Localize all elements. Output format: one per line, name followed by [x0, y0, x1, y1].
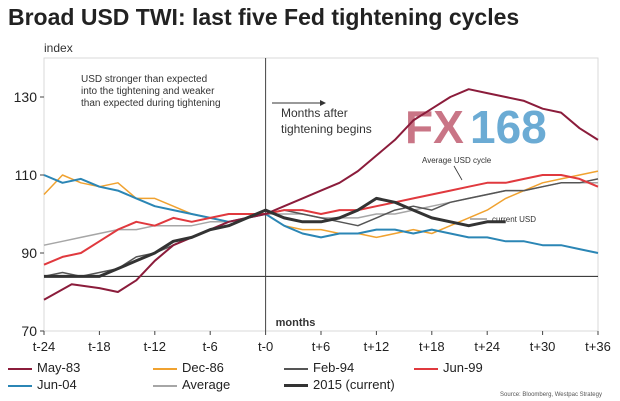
- legend-item: 2015 (current): [284, 377, 395, 392]
- annotation-usd-stronger: than expected during tightening: [81, 98, 221, 109]
- y-axis-title: index: [44, 41, 73, 55]
- series-line-may-83: [43, 88, 599, 301]
- legend-item: Average: [153, 377, 230, 392]
- legend-label: 2015 (current): [313, 377, 395, 392]
- series-line-jun-99: [43, 174, 599, 266]
- y-tick-label: 90: [21, 245, 37, 261]
- legend-label: Dec-86: [182, 360, 224, 375]
- legend-label: May-83: [37, 360, 81, 375]
- annotation-current-usd: current USD: [492, 215, 536, 224]
- x-tick-label: t+18: [419, 339, 445, 354]
- legend-label: Average: [182, 377, 231, 392]
- y-tick-label: 70: [21, 323, 37, 339]
- legend-label: Jun-99: [443, 360, 483, 375]
- legend-swatch: [8, 384, 32, 387]
- annotation-backdrop: [75, 68, 247, 116]
- x-tick-label: t+30: [530, 339, 556, 354]
- legend-swatch: [8, 367, 32, 370]
- series-line-feb-94: [43, 178, 599, 278]
- x-tick-label: t-24: [33, 339, 55, 354]
- x-axis-title: months: [276, 317, 316, 329]
- watermark-fx: FX: [405, 101, 464, 153]
- x-tick-label: t-18: [88, 339, 110, 354]
- x-tick-label: t+6: [312, 339, 330, 354]
- annotation-usd-stronger: into the tightening and weaker: [81, 86, 215, 97]
- y-tick-label: 110: [15, 167, 38, 183]
- x-tick-label: t+12: [364, 339, 390, 354]
- annotation-months-after: Months after: [281, 106, 348, 120]
- legend-label: Jun-04: [37, 377, 77, 392]
- legend-item: Jun-04: [8, 377, 77, 392]
- legend-swatch: [284, 384, 308, 388]
- legend-swatch: [153, 367, 177, 370]
- source-note: Source: Bloomberg, Westpac Strategy: [500, 392, 602, 398]
- chart-title: Broad USD TWI: last five Fed tightening …: [8, 4, 520, 30]
- legend-label: Feb-94: [313, 360, 355, 375]
- months-after-arrowhead: [320, 100, 326, 106]
- x-tick-label: t+36: [585, 339, 611, 354]
- x-tick-label: t-6: [203, 339, 218, 354]
- series-line-jun-04: [43, 174, 599, 254]
- annotation-average-cycle: Average USD cycle: [422, 156, 492, 165]
- watermark-168: 168: [470, 101, 547, 153]
- legend-item: Jun-99: [414, 360, 483, 375]
- x-tick-label: t-0: [258, 339, 273, 354]
- annotation-months-after: tightening begins: [281, 122, 372, 136]
- legend-item: Dec-86: [153, 360, 224, 375]
- legend-item: Feb-94: [284, 360, 354, 375]
- x-tick-label: t+24: [474, 339, 500, 354]
- average-cycle-pointer: [453, 165, 463, 181]
- annotation-usd-stronger: USD stronger than expected: [81, 74, 207, 85]
- y-tick-label: 130: [14, 89, 38, 105]
- legend-swatch: [153, 384, 177, 387]
- legend-swatch: [284, 367, 308, 370]
- series-line-2015-current: [44, 196, 506, 278]
- x-tick-label: t-12: [144, 339, 166, 354]
- legend-item: May-83: [8, 360, 80, 375]
- legend-swatch: [414, 367, 438, 370]
